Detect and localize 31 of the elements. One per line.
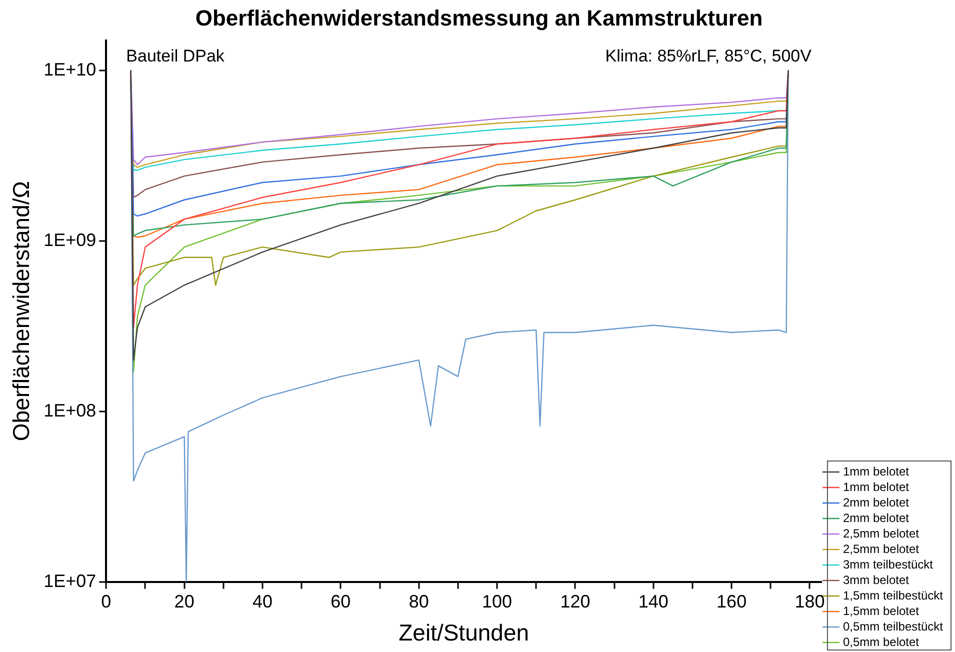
y-tick-label: 1E+10 bbox=[44, 59, 96, 80]
x-tick-label: 120 bbox=[560, 592, 590, 612]
y-tick-label: 1E+09 bbox=[44, 230, 96, 250]
x-axis-title: Zeit/Stunden bbox=[398, 620, 530, 646]
x-tick-label: 80 bbox=[408, 592, 429, 612]
legend-label: 1,5mm teilbestückt bbox=[842, 588, 944, 602]
annotation: Bauteil DPak bbox=[126, 46, 225, 66]
legend-label: 3mm teilbestückt bbox=[842, 557, 934, 572]
x-tick-label: 160 bbox=[716, 592, 747, 612]
legend-label: 0,5mm teilbestückt bbox=[842, 619, 944, 634]
y-tick-label: 1E+08 bbox=[44, 400, 96, 420]
x-tick-label: 40 bbox=[252, 592, 273, 612]
annotation: Klima: 85%rLF, 85°C, 500V bbox=[605, 46, 812, 66]
legend-label: 1mm belotet bbox=[842, 480, 910, 494]
x-tick-label: 180 bbox=[794, 592, 825, 612]
x-tick-label: 20 bbox=[174, 592, 194, 612]
legend-label: 2mm belotet bbox=[842, 510, 910, 525]
y-axis-title: Oberflächenwiderstand/Ω bbox=[8, 181, 34, 442]
legend-label: 3mm belotet bbox=[842, 572, 910, 587]
x-tick-label: 100 bbox=[482, 592, 512, 612]
legend-label: 1mm belotet bbox=[842, 464, 910, 478]
legend-label: 0,5mm belotet bbox=[842, 634, 920, 649]
legend-label: 2,5mm belotet bbox=[842, 542, 920, 556]
x-tick-label: 0 bbox=[101, 592, 112, 612]
x-tick-label: 140 bbox=[638, 592, 668, 612]
legend-label: 1,5mm belotet bbox=[842, 604, 920, 618]
chart-title: Oberflächenwiderstandsmessung an Kammstrukturen bbox=[195, 5, 763, 30]
legend-label: 2,5mm belotet bbox=[842, 526, 920, 540]
y-tick-label: 1E+07 bbox=[44, 570, 96, 591]
legend-label: 2mm belotet bbox=[842, 495, 910, 510]
x-tick-label: 60 bbox=[330, 592, 351, 612]
